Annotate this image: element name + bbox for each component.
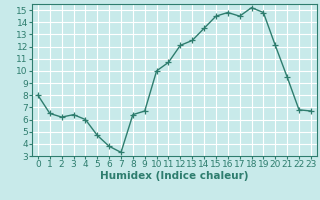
X-axis label: Humidex (Indice chaleur): Humidex (Indice chaleur): [100, 171, 249, 181]
